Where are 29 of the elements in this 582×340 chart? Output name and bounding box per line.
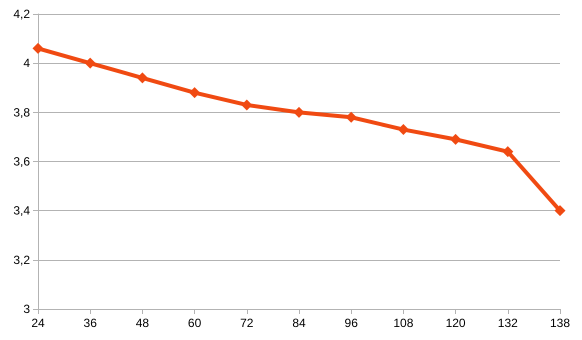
point — [136, 72, 148, 84]
point — [450, 134, 462, 145]
point — [294, 106, 304, 118]
x-tick-label: 120 — [446, 316, 466, 330]
y-tick-label: 3,8 — [13, 105, 30, 120]
point — [189, 87, 200, 98]
point — [84, 58, 96, 69]
x-tick-label: 96 — [344, 316, 358, 330]
y-tick-label: 4,2 — [13, 7, 30, 21]
point — [241, 99, 252, 110]
y-tick-label: 4 — [23, 56, 30, 70]
point — [398, 124, 409, 136]
x-tick-label: 60 — [188, 316, 202, 330]
point — [32, 42, 44, 54]
x-tick-label: 108 — [393, 316, 414, 330]
y-tick-label: 3,6 — [13, 154, 30, 168]
x-tick-label: 84 — [292, 316, 306, 330]
y-tick-label: 3 — [23, 302, 30, 316]
y-tick-label: 3,4 — [13, 204, 30, 218]
point — [502, 146, 514, 158]
point — [346, 112, 357, 123]
point — [554, 205, 566, 216]
x-tick-label: 138 — [550, 316, 570, 330]
x-tick-label: 132 — [498, 316, 518, 330]
y-tick-label: 3,2 — [13, 252, 30, 267]
x-tick-label: 72 — [240, 316, 254, 330]
x-tick-label: 36 — [84, 316, 98, 330]
x-tick-label: 48 — [136, 316, 150, 330]
x-tick-label: 24 — [31, 316, 45, 330]
